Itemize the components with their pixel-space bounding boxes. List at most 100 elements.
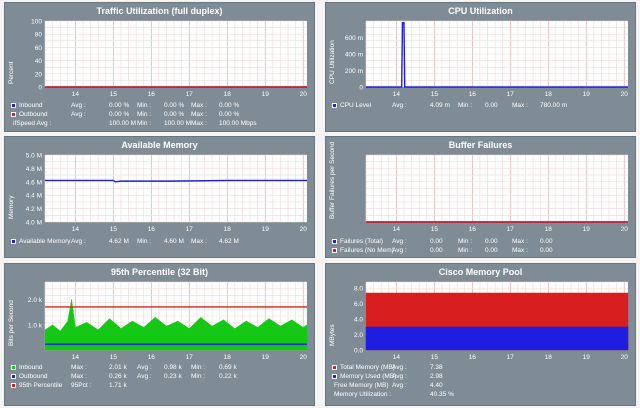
x-tick-label: 19 xyxy=(262,226,270,233)
x-tick-label: 20 xyxy=(621,354,629,361)
legend-stat-label: Max : xyxy=(71,373,87,380)
legend-row: Outbound Max : 0.26 k Avg : 0.23 k Min : 0.22 … xyxy=(9,372,310,381)
x-tick-label: 14 xyxy=(393,226,401,233)
legend: Inbound Max : 2.01 k Avg : 0.98 k Min : 0.69 k… xyxy=(9,363,310,390)
legend-stat-value: 2.01 k xyxy=(109,364,127,371)
x-tick-label: 14 xyxy=(72,226,80,233)
series-line-available-memory xyxy=(45,179,307,183)
legend-stat-value: 0.00 % xyxy=(219,111,240,118)
legend-stat-label: Avg : xyxy=(137,364,152,371)
legend-stat-label: Max : xyxy=(191,102,207,109)
legend-row: Available Memory Avg : 4.62 M Min : 4.60 M Ma… xyxy=(9,237,310,246)
chart-svg: 14 15 16 17 18 19 20 xyxy=(365,154,629,233)
legend-series-name: Inbound xyxy=(19,102,43,109)
y-tick-label: 8.0 xyxy=(354,286,363,293)
series-area-memory-used-mb- xyxy=(365,326,629,351)
legend-series-name: CPU Level xyxy=(340,102,372,109)
legend-stat-value: 0.00 % xyxy=(109,111,130,118)
graph-panel: 95th Percentile (32 Bit) Bits per Second 1… xyxy=(4,263,315,406)
legend-stat-value: 0.23 k xyxy=(164,373,182,380)
graph-panel: Available Memory Memory 4.0 M 4.2 M 4.4 M 4.6… xyxy=(4,136,315,258)
legend-stat-label: Avg : xyxy=(392,102,407,109)
legend-row: Memory Used (MB) Avg : 2.98 xyxy=(330,372,631,381)
x-tick-label: 18 xyxy=(224,91,232,98)
legend-row: Free Memory (MB) Avg : 4.40 xyxy=(330,381,631,390)
legend-series-name: Inbound xyxy=(19,364,43,371)
legend-stat-label: Min : xyxy=(137,120,152,127)
legend: Inbound Avg : 0.00 % Min : 0.00 % Max : 0.00 %… xyxy=(9,101,310,128)
legend-stat-value: 0.00 xyxy=(540,238,553,245)
legend-stat-label: Avg : xyxy=(137,373,152,380)
legend-row: Memory Utilization : 40.35 % xyxy=(330,390,631,399)
legend-swatch xyxy=(11,365,16,370)
legend-row: ifSpeed Avg :100.00 M Min :100.00 M Max :1… xyxy=(9,119,310,128)
legend-stat-value: 4.09 m xyxy=(430,102,450,109)
legend-row: Inbound Max : 2.01 k Avg : 0.98 k Min : 0.69 k xyxy=(9,363,310,372)
series-area-inbound xyxy=(44,299,308,351)
legend-stat-value: 0.00 % xyxy=(164,111,185,118)
legend-stat-label: 95Pct : xyxy=(71,382,92,389)
panel-title: 95th Percentile (32 Bit) xyxy=(110,267,209,277)
legend-stat-value: 2.98 xyxy=(430,373,443,380)
y-tick-label: 2.0 k xyxy=(28,297,43,304)
x-tick-label: 19 xyxy=(583,354,591,361)
x-tick-label: 16 xyxy=(148,91,156,98)
x-tick-label: 15 xyxy=(110,226,118,233)
legend-stat-value: 100.00 Mbps xyxy=(219,120,257,127)
y-tick-label: 100 xyxy=(31,19,42,26)
legend-series-name: ifSpeed Avg : xyxy=(13,120,52,127)
legend-swatch xyxy=(332,239,337,244)
panel-title: Available Memory xyxy=(121,140,198,150)
legend-swatch xyxy=(11,112,16,117)
legend-stat-label: Min : xyxy=(137,238,152,245)
y-tick-label: 4.2 M xyxy=(26,206,42,213)
graph-panel: Cisco Memory Pool MBytes 0.0 2.0 4.0 6.0 8.0 14… xyxy=(325,263,636,406)
x-tick-label: 20 xyxy=(300,91,308,98)
x-tick-label: 17 xyxy=(186,354,194,361)
x-tick-label: 17 xyxy=(507,91,515,98)
legend-row: Outbound Avg : 0.00 % Min : 0.00 % Max : 0.00 … xyxy=(9,110,310,119)
x-tick-label: 19 xyxy=(583,226,591,233)
legend-stat-label: Min : xyxy=(191,364,206,371)
panel-title: Traffic Utilization (full duplex) xyxy=(96,6,223,16)
legend-stat-value: 1.71 k xyxy=(109,382,127,389)
legend-stat-label: Max : xyxy=(191,120,207,127)
legend-row: Failures (No Mem) Avg : 0.00 Min : 0.00 Max :… xyxy=(330,246,631,255)
legend-stat-value: 100.00 M xyxy=(164,120,192,127)
legend-stat-value: 0.26 k xyxy=(109,373,127,380)
legend-stat-label: Avg : xyxy=(392,373,407,380)
x-tick-label: 18 xyxy=(224,354,232,361)
panel-title: Cisco Memory Pool xyxy=(438,267,523,277)
x-tick-label: 17 xyxy=(507,354,515,361)
legend-stat-label: Min : xyxy=(458,102,473,109)
panel-title: Buffer Failures xyxy=(448,140,513,150)
legend-stat-label: Avg : xyxy=(392,382,407,389)
legend-series-name: Memory Used (MB) xyxy=(340,373,397,380)
x-tick-label: 20 xyxy=(621,91,629,98)
legend-series-name: Outbound xyxy=(19,373,48,380)
legend: Failures (Total) Avg : 0.00 Min : 0.00 Max : 0… xyxy=(330,237,631,255)
legend-row: Inbound Avg : 0.00 % Min : 0.00 % Max : 0.00 % xyxy=(9,101,310,110)
series-line-cpu-level xyxy=(366,21,628,88)
y-tick-label: 0 xyxy=(359,85,363,92)
legend: Total Memory (MB) Avg :7.38 Memory Used (M… xyxy=(330,363,631,399)
legend-stat-value: 4.62 M xyxy=(219,238,239,245)
x-tick-label: 18 xyxy=(545,226,553,233)
legend-stat-value: 0.69 k xyxy=(219,364,237,371)
panel-title: CPU Utilization xyxy=(448,6,513,16)
legend: Available Memory Avg : 4.62 M Min : 4.60 M Ma… xyxy=(9,237,310,246)
x-tick-label: 19 xyxy=(583,91,591,98)
x-tick-label: 14 xyxy=(72,91,80,98)
legend-stat-value: 0.00 xyxy=(430,247,443,254)
x-tick-label: 19 xyxy=(262,91,270,98)
x-tick-label: 14 xyxy=(393,91,401,98)
x-tick-label: 18 xyxy=(545,91,553,98)
x-tick-label: 14 xyxy=(393,354,401,361)
x-tick-label: 20 xyxy=(621,226,629,233)
legend-swatch xyxy=(11,103,16,108)
x-tick-label: 15 xyxy=(110,91,118,98)
legend-stat-label: Max : xyxy=(512,238,528,245)
legend-series-name: Memory Utilization : xyxy=(334,391,392,398)
x-tick-label: 16 xyxy=(469,354,477,361)
y-tick-label: 4.6 M xyxy=(26,179,42,186)
